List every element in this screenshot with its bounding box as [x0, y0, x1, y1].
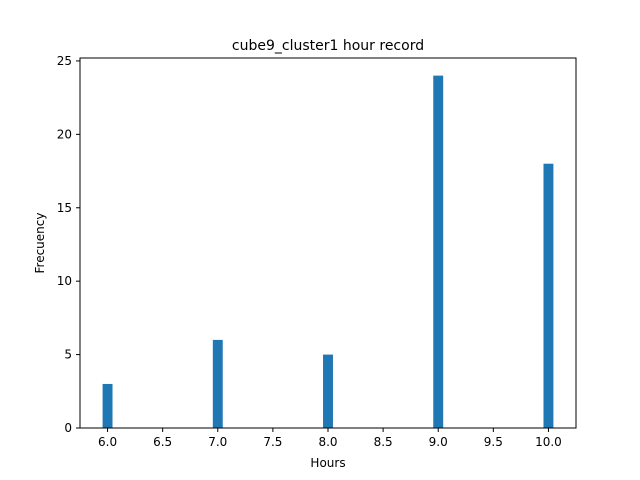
bar-7 [212, 339, 223, 428]
y-tick-label: 5 [64, 348, 72, 362]
bar-9 [433, 75, 444, 428]
x-axis-ticks: 6.0 6.5 7.0 7.5 8.0 8.5 9.0 9.5 10.0 [98, 428, 562, 449]
x-axis-label: Hours [310, 456, 345, 470]
y-axis-label: Frecuency [33, 213, 47, 274]
bars-group [102, 75, 554, 428]
x-tick-label: 9.0 [429, 435, 448, 449]
x-tick-label: 8.0 [318, 435, 337, 449]
y-tick-label: 25 [57, 54, 72, 68]
bar-6 [102, 383, 113, 428]
plot-frame [79, 57, 577, 429]
bar-10 [543, 163, 554, 428]
x-tick-label: 6.0 [98, 435, 117, 449]
chart-title: cube9_cluster1 hour record [232, 38, 424, 54]
x-tick-label: 9.5 [484, 435, 503, 449]
y-tick-label: 10 [57, 274, 72, 288]
x-tick-label: 7.0 [208, 435, 227, 449]
y-axis-ticks: 0 5 10 15 20 25 [57, 54, 80, 435]
x-tick-label: 7.5 [263, 435, 282, 449]
x-tick-label: 10.0 [535, 435, 562, 449]
y-tick-label: 15 [57, 201, 72, 215]
y-tick-label: 20 [57, 127, 72, 141]
x-tick-label: 6.5 [153, 435, 172, 449]
bar-8 [323, 354, 333, 428]
x-tick-label: 8.5 [374, 435, 393, 449]
y-tick-label: 0 [64, 421, 72, 435]
